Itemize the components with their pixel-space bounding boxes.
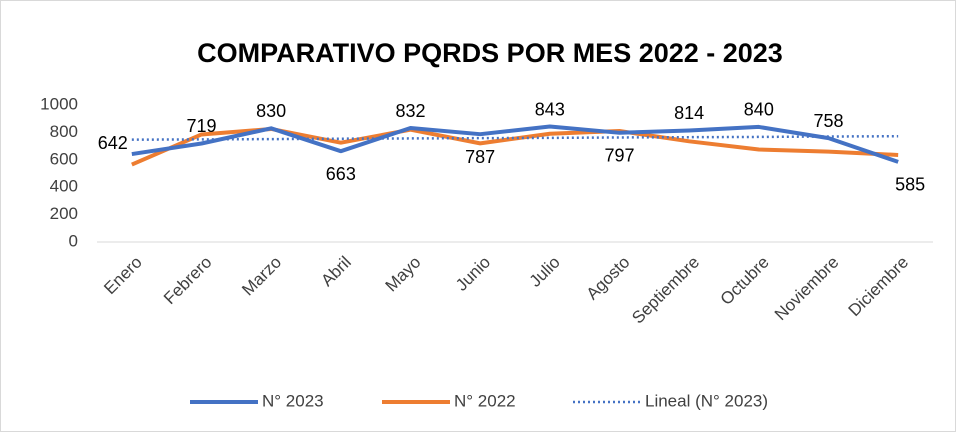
y-tick-label: 1000 [40, 94, 78, 113]
data-label: 719 [186, 116, 216, 136]
data-label: 663 [326, 164, 356, 184]
data-label: 797 [604, 146, 634, 166]
y-tick-label: 600 [50, 149, 78, 168]
series-line [131, 124, 899, 164]
data-label: 843 [535, 99, 565, 119]
data-label: 814 [674, 103, 704, 123]
data-label: 840 [744, 100, 774, 120]
chart-title: COMPARATIVO PQRDS POR MES 2022 - 2023 [197, 38, 783, 68]
y-tick-label: 800 [50, 122, 78, 141]
data-label: 758 [813, 111, 843, 131]
legend-label: Lineal (N° 2023) [645, 391, 768, 410]
y-tick-label: 400 [50, 177, 78, 196]
data-label: 830 [256, 101, 286, 121]
data-label: 642 [98, 133, 128, 153]
y-tick-label: 200 [50, 204, 78, 223]
data-label: 832 [395, 101, 425, 121]
data-label: 787 [465, 147, 495, 167]
legend-label: N° 2022 [454, 391, 516, 410]
legend-label: N° 2023 [262, 391, 324, 410]
data-label: 585 [895, 175, 925, 195]
y-tick-label: 0 [69, 231, 78, 250]
